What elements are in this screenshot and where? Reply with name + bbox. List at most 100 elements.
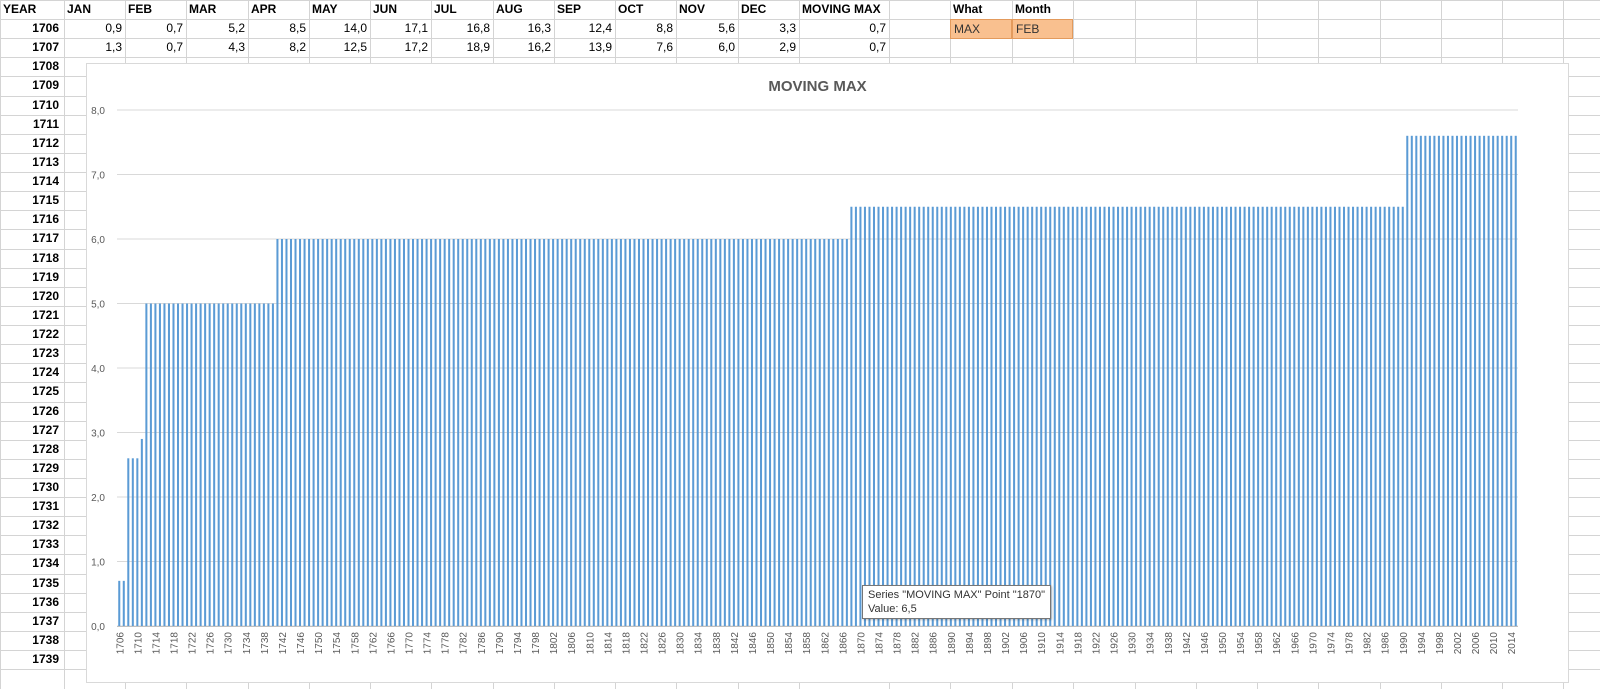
row-year-cell[interactable]: 1716 [32,212,59,226]
column-header[interactable]: DEC [741,2,767,16]
row-year-cell[interactable]: 1710 [32,98,59,112]
moving-max-chart: MOVING MAX 0,0 1,0 2,0 3,0 4,0 5,0 6,0 7,0 8,0 170… [91,78,1518,655]
data-cell[interactable]: 12,5 [343,40,367,54]
row-year-cell[interactable]: 1706 [32,21,59,35]
column-header[interactable]: AUG [496,2,523,16]
column-header[interactable]: MAY [312,2,338,16]
data-cell[interactable]: 18,9 [466,40,490,54]
bar [416,239,419,626]
data-cell[interactable]: 4,3 [228,40,245,54]
row-year-cell[interactable]: 1707 [32,40,59,54]
row-year-cell[interactable]: 1723 [32,346,59,360]
row-year-cell[interactable]: 1738 [32,633,59,647]
data-cell[interactable]: 0,7 [869,40,886,54]
row-year-cell[interactable]: 1715 [32,193,59,207]
data-cell[interactable]: 0,9 [105,21,122,35]
row-year-cell[interactable]: 1729 [32,461,59,475]
column-header[interactable]: APR [251,2,277,16]
x-tick-label: 1774 [423,632,434,655]
data-cell[interactable]: 0,7 [166,21,183,35]
row-year-cell[interactable]: 1713 [32,155,59,169]
row-year-cell[interactable]: 1709 [32,78,59,92]
month-header-cell[interactable]: Month [1015,2,1051,16]
bar [317,239,320,626]
row-year-cell[interactable]: 1734 [32,556,59,570]
row-year-cell[interactable]: 1720 [32,289,59,303]
data-cell[interactable]: 8,5 [289,21,306,35]
bar [909,206,912,626]
data-cell[interactable]: 8,8 [656,21,673,35]
column-header[interactable]: SEP [557,2,582,16]
row-year-cell[interactable]: 1714 [32,174,59,188]
column-header[interactable]: MOVING MAX [802,2,881,16]
row-year-cell[interactable]: 1719 [32,270,59,284]
row-year-cell[interactable]: 1727 [32,423,59,437]
data-cell[interactable]: 16,3 [527,21,551,35]
row-year-cell[interactable]: 1725 [32,384,59,398]
data-cell[interactable]: 13,9 [588,40,612,54]
bar [1144,206,1147,626]
row-year-cell[interactable]: 1736 [32,595,59,609]
row-year-cell[interactable]: 1721 [32,308,59,322]
chart-area[interactable]: MOVING MAX 0,0 1,0 2,0 3,0 4,0 5,0 6,0 7,0 8,0 170… [86,63,1569,683]
data-cell[interactable]: 6,0 [718,40,735,54]
bar [1230,206,1233,626]
data-cell[interactable]: 12,4 [588,21,612,35]
column-header[interactable]: JUL [434,2,457,16]
bar [1126,206,1129,626]
bar [1022,206,1025,626]
row-year-cell[interactable]: 1726 [32,404,59,418]
data-cell[interactable]: 5,6 [718,21,735,35]
row-year-cell[interactable]: 1732 [32,518,59,532]
row-year-cell[interactable]: 1737 [32,614,59,628]
row-year-cell[interactable]: 1728 [32,442,59,456]
bar [1162,206,1165,626]
row-year-cell[interactable]: 1731 [32,499,59,513]
data-cell[interactable]: 16,2 [527,40,551,54]
row-year-cell[interactable]: 1735 [32,576,59,590]
data-cell[interactable]: 0,7 [869,21,886,35]
column-header[interactable]: YEAR [3,2,37,16]
bar [439,239,442,626]
data-cell[interactable]: 16,8 [466,21,490,35]
row-year-cell[interactable]: 1708 [32,59,59,73]
row-year-cell[interactable]: 1722 [32,327,59,341]
row-year-cell[interactable]: 1724 [32,365,59,379]
column-header[interactable]: JUN [373,2,398,16]
bar [773,239,776,626]
data-cell[interactable]: 17,2 [404,40,428,54]
x-tick-label: 1846 [748,632,759,655]
row-year-cell[interactable]: 1733 [32,537,59,551]
bar [1487,135,1490,627]
bar [1013,206,1016,626]
month-value-cell[interactable]: FEB [1012,19,1073,39]
bar [344,239,347,626]
row-year-cell[interactable]: 1718 [32,251,59,265]
data-cell[interactable]: 1,3 [105,40,122,54]
data-cell[interactable]: 2,9 [779,40,796,54]
row-year-cell[interactable]: 1739 [32,652,59,666]
column-header[interactable]: MAR [189,2,217,16]
bar [122,580,125,626]
row-year-cell[interactable]: 1717 [32,231,59,245]
what-value-cell[interactable]: MAX [950,19,1012,39]
row-year-cell[interactable]: 1730 [32,480,59,494]
column-header[interactable]: NOV [679,2,706,16]
data-cell[interactable]: 3,3 [779,21,796,35]
data-cell[interactable]: 0,7 [166,40,183,54]
column-header[interactable]: JAN [67,2,92,16]
row-year-cell[interactable]: 1712 [32,136,59,150]
x-tick-label: 1922 [1091,632,1102,655]
data-cell[interactable]: 14,0 [343,21,367,35]
data-cell[interactable]: 7,6 [656,40,673,54]
x-tick-label: 1870 [856,632,867,655]
column-header[interactable]: OCT [618,2,644,16]
bar [271,303,274,626]
bar [249,303,252,626]
data-cell[interactable]: 5,2 [228,21,245,35]
data-cell[interactable]: 17,1 [404,21,428,35]
row-year-cell[interactable]: 1711 [32,117,59,131]
what-header-cell[interactable]: What [953,2,983,16]
column-header[interactable]: FEB [128,2,152,16]
data-cell[interactable]: 8,2 [289,40,306,54]
